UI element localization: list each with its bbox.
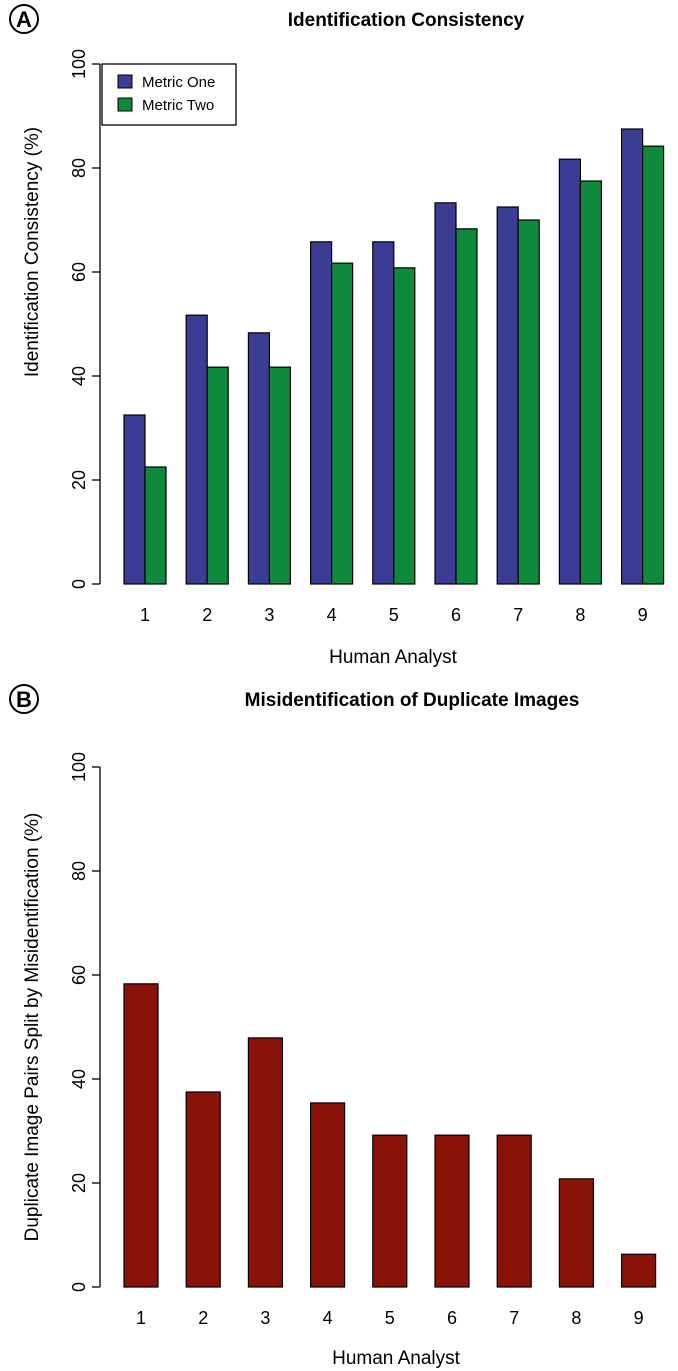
panel-a-x-tick-label: 3 bbox=[264, 605, 274, 625]
bar-metric-two-analyst-5 bbox=[393, 267, 416, 585]
legend-label-metric-one: Metric One bbox=[142, 74, 215, 91]
bar-misidentification-analyst-5 bbox=[372, 1134, 408, 1288]
panel-a-x-tick-label: 2 bbox=[202, 605, 212, 625]
panel-a-x-tick-label: 7 bbox=[513, 605, 523, 625]
bar-misidentification-analyst-7 bbox=[496, 1134, 532, 1288]
panel-a-x-tick-label: 6 bbox=[451, 605, 461, 625]
bar-metric-one-analyst-5 bbox=[372, 241, 395, 585]
panel-b-x-tick-label: 7 bbox=[509, 1308, 519, 1328]
bar-metric-two-analyst-3 bbox=[268, 366, 291, 585]
panel-b-y-axis: 0 20 40 60 80 100 bbox=[69, 752, 101, 1292]
panel-a-letter-badge: A bbox=[9, 4, 39, 34]
bar-misidentification-analyst-6 bbox=[434, 1134, 470, 1288]
panel-a-letter: A bbox=[16, 7, 32, 32]
bar-metric-one-analyst-7 bbox=[496, 206, 519, 585]
bar-misidentification-analyst-1 bbox=[123, 983, 159, 1288]
panel-a-x-tick-label: 1 bbox=[140, 605, 150, 625]
panel-a-y-tick-label: 60 bbox=[69, 262, 89, 282]
panel-b-x-tick-label: 2 bbox=[198, 1308, 208, 1328]
panel-b-x-tick-label: 3 bbox=[260, 1308, 270, 1328]
bar-metric-one-analyst-3 bbox=[247, 332, 270, 585]
panel-b-x-tick-label: 9 bbox=[634, 1308, 644, 1328]
panel-a-y-tick-label: 40 bbox=[69, 366, 89, 386]
panel-a-x-tick-label: 5 bbox=[389, 605, 399, 625]
panel-a-y-axis: 0 20 40 60 80 100 bbox=[69, 49, 101, 589]
panel-a-y-tick-label: 0 bbox=[69, 579, 89, 589]
bar-metric-one-analyst-9 bbox=[620, 128, 644, 585]
panel-b-y-tick-label: 0 bbox=[69, 1282, 89, 1292]
panel-b-y-tick-label: 100 bbox=[69, 752, 89, 782]
bar-metric-two-analyst-8 bbox=[579, 180, 603, 585]
bar-metric-one-analyst-6 bbox=[434, 202, 457, 585]
panel-a-x-ticks: 1 2 3 4 5 6 7 8 9 bbox=[140, 605, 648, 625]
bar-metric-two-analyst-9 bbox=[641, 145, 665, 585]
legend-swatch-metric-one bbox=[117, 74, 133, 89]
panel-b-x-tick-label: 8 bbox=[571, 1308, 581, 1328]
bar-misidentification-analyst-3 bbox=[247, 1037, 283, 1288]
panel-a-y-tick-label: 100 bbox=[69, 49, 89, 79]
legend-swatch-metric-two bbox=[117, 97, 133, 112]
panel-a-bars bbox=[123, 128, 665, 585]
panel-b-chart: B Misidentification of Duplicate Images … bbox=[9, 684, 657, 1369]
bar-metric-two-analyst-1 bbox=[144, 466, 167, 585]
bar-metric-one-analyst-2 bbox=[185, 314, 208, 585]
panel-b-y-tick-label: 60 bbox=[69, 965, 89, 985]
bar-misidentification-analyst-4 bbox=[310, 1102, 346, 1288]
bar-metric-one-analyst-1 bbox=[123, 414, 146, 585]
panel-a-y-axis-label: Identification Consistency (%) bbox=[22, 127, 43, 377]
bar-metric-two-analyst-4 bbox=[331, 262, 354, 585]
panel-b-x-ticks: 1 2 3 4 5 6 7 8 9 bbox=[136, 1308, 644, 1328]
panel-a-x-tick-label: 8 bbox=[575, 605, 585, 625]
panel-b-x-tick-label: 6 bbox=[447, 1308, 457, 1328]
legend-label-metric-two: Metric Two bbox=[142, 97, 214, 114]
panel-b-letter-badge: B bbox=[9, 684, 39, 714]
panel-a-title: Identification Consistency bbox=[288, 10, 525, 31]
bar-metric-two-analyst-2 bbox=[206, 366, 229, 585]
panel-b-x-axis-label: Human Analyst bbox=[332, 1348, 461, 1369]
bar-metric-one-analyst-4 bbox=[310, 241, 333, 585]
panel-a-chart: A Identification Consistency Human Analy… bbox=[9, 4, 665, 668]
bar-misidentification-analyst-2 bbox=[185, 1091, 221, 1288]
panel-b-title: Misidentification of Duplicate Images bbox=[245, 690, 580, 711]
panel-b-bars bbox=[123, 983, 657, 1288]
bar-metric-two-analyst-7 bbox=[517, 219, 540, 585]
bar-misidentification-analyst-9 bbox=[620, 1253, 657, 1288]
bar-metric-one-analyst-8 bbox=[558, 158, 582, 585]
panel-a-y-tick-label: 80 bbox=[69, 158, 89, 178]
panel-b-y-tick-label: 40 bbox=[69, 1069, 89, 1089]
panel-b-y-axis-label: Duplicate Image Pairs Split by Misidenti… bbox=[22, 813, 43, 1242]
legend-box bbox=[101, 63, 237, 126]
panel-b-x-tick-label: 1 bbox=[136, 1308, 146, 1328]
panel-b-letter: B bbox=[16, 687, 32, 712]
panel-a-legend: Metric One Metric Two bbox=[101, 63, 237, 126]
panel-a-x-tick-label: 9 bbox=[638, 605, 648, 625]
panel-a-x-tick-label: 4 bbox=[327, 605, 337, 625]
panel-b-x-tick-label: 5 bbox=[385, 1308, 395, 1328]
panel-b-y-tick-label: 20 bbox=[69, 1173, 89, 1193]
bar-metric-two-analyst-6 bbox=[455, 228, 478, 585]
panel-a-y-tick-label: 20 bbox=[69, 470, 89, 490]
panel-a-x-axis-label: Human Analyst bbox=[329, 647, 458, 668]
panel-b-y-tick-label: 80 bbox=[69, 861, 89, 881]
panel-b-x-tick-label: 4 bbox=[323, 1308, 333, 1328]
bar-misidentification-analyst-8 bbox=[558, 1178, 595, 1288]
